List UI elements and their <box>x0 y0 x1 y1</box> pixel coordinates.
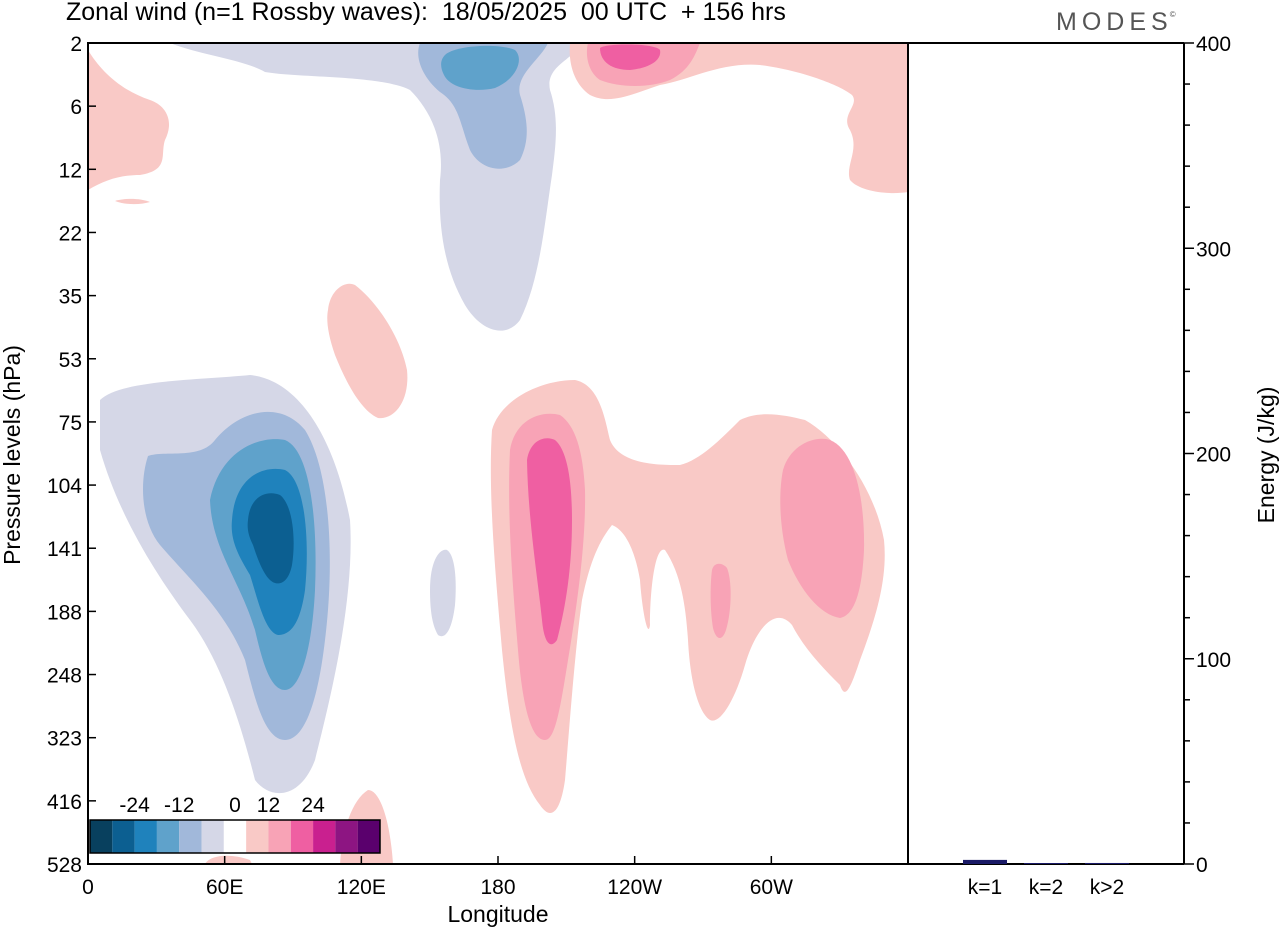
y-tick-label-12: 416 <box>47 791 82 814</box>
x-tick-label-3: 180 <box>480 876 515 899</box>
y-tick-label-7: 104 <box>47 475 82 498</box>
y-axis-title: Pressure levels (hPa) <box>0 345 25 565</box>
contour-pos-pacific-18 <box>527 438 572 645</box>
y-tick-label-4: 35 <box>59 286 82 309</box>
energy-category-label-1: k=2 <box>1029 876 1063 899</box>
y-tick-label-11: 323 <box>47 728 82 751</box>
x-axis-title: Longitude <box>447 901 548 927</box>
energy-bar-0 <box>963 859 1007 864</box>
colorbar-swatch-7 <box>246 820 269 853</box>
modes-logo: MODES © <box>1056 8 1176 37</box>
x-tick-label-4: 120W <box>607 876 662 899</box>
colorbar-swatch-12 <box>357 820 380 853</box>
colorbar-frame <box>89 819 381 854</box>
energy-tick-label-2: 200 <box>1196 444 1231 467</box>
y-axis: 2 6 12 22 35 53 75 104 141 188 248 323 416 528 <box>47 33 96 877</box>
logo-text: MODES <box>1056 8 1173 36</box>
x-tick-label-5: 60W <box>750 876 793 899</box>
energy-category-label-2: k>2 <box>1090 876 1124 899</box>
energy-tick-label-4: 400 <box>1196 33 1231 56</box>
contour-pos-bottom2 <box>205 855 252 864</box>
contour-pos-left-dot <box>115 198 150 205</box>
y-tick-label-6: 75 <box>59 412 82 435</box>
colorbar-swatch-5 <box>201 820 224 853</box>
colorbar-label-3: 12 <box>257 794 280 817</box>
contour-neg-upper-18 <box>441 45 519 90</box>
y-tick-label-10: 248 <box>47 665 82 688</box>
energy-tick-label-0: 0 <box>1196 854 1208 877</box>
x-tick-label-1: 60E <box>206 876 243 899</box>
colorbar-swatch-6 <box>223 820 247 853</box>
colorbar-label-1: -12 <box>164 794 194 817</box>
energy-category-label-0: k=1 <box>968 876 1002 899</box>
x-axis: 0 60E 120E 180 120W 60W <box>82 856 793 899</box>
colorbar-swatch-8 <box>268 820 291 853</box>
y-tick-label-9: 188 <box>47 601 82 624</box>
contour-pos-east <box>780 438 865 618</box>
y-tick-label-8: 141 <box>47 538 82 561</box>
contour-pos-upper-18 <box>600 44 661 70</box>
contour-neg-small <box>430 549 456 637</box>
y-tick-label-5: 53 <box>59 349 82 372</box>
energy-axis-ticks: 0 100 200 300 400 <box>1184 33 1231 877</box>
colorbar-label-0: -24 <box>119 794 150 817</box>
energy-bars: k=1 k=2 k>2 <box>963 859 1129 899</box>
y-tick-label-1: 6 <box>70 96 82 119</box>
colorbar-swatch-4 <box>179 820 202 853</box>
y-tick-label-0: 2 <box>70 33 82 56</box>
x-tick-label-2: 120E <box>337 876 386 899</box>
colorbar-swatch-3 <box>156 820 180 853</box>
energy-tick-label-3: 300 <box>1196 238 1231 261</box>
logo-mark: © <box>1169 10 1181 19</box>
colorbar-swatch-2 <box>134 820 157 853</box>
y-tick-label-3: 22 <box>59 222 82 245</box>
contour-pos-mid <box>327 283 408 419</box>
energy-bar-1 <box>1024 863 1068 864</box>
energy-bar-2 <box>1085 862 1129 864</box>
energy-tick-label-1: 100 <box>1196 649 1231 672</box>
y-tick-label-2: 12 <box>59 159 82 182</box>
contour-pos-small-blob <box>710 563 731 639</box>
contour-neg-30 <box>247 493 294 584</box>
colorbar-swatch-1 <box>112 820 135 853</box>
contour-field <box>88 43 908 864</box>
colorbar-swatch-11 <box>335 820 358 853</box>
colorbar-swatch-0 <box>90 820 113 853</box>
y-tick-label-13: 528 <box>47 854 82 877</box>
colorbar-legend: -24 -12 0 12 24 <box>89 794 381 854</box>
chart-title: Zonal wind (n=1 Rossby waves): 18/05/202… <box>66 0 786 26</box>
contour-pos-left <box>88 50 170 190</box>
energy-axis-title: Energy (J/kg) <box>1253 387 1279 524</box>
colorbar-swatch-9 <box>290 820 314 853</box>
colorbar-swatch-10 <box>313 820 336 853</box>
colorbar-label-4: 24 <box>301 794 325 817</box>
colorbar-label-2: 0 <box>229 794 241 817</box>
x-tick-label-0: 0 <box>82 876 94 899</box>
